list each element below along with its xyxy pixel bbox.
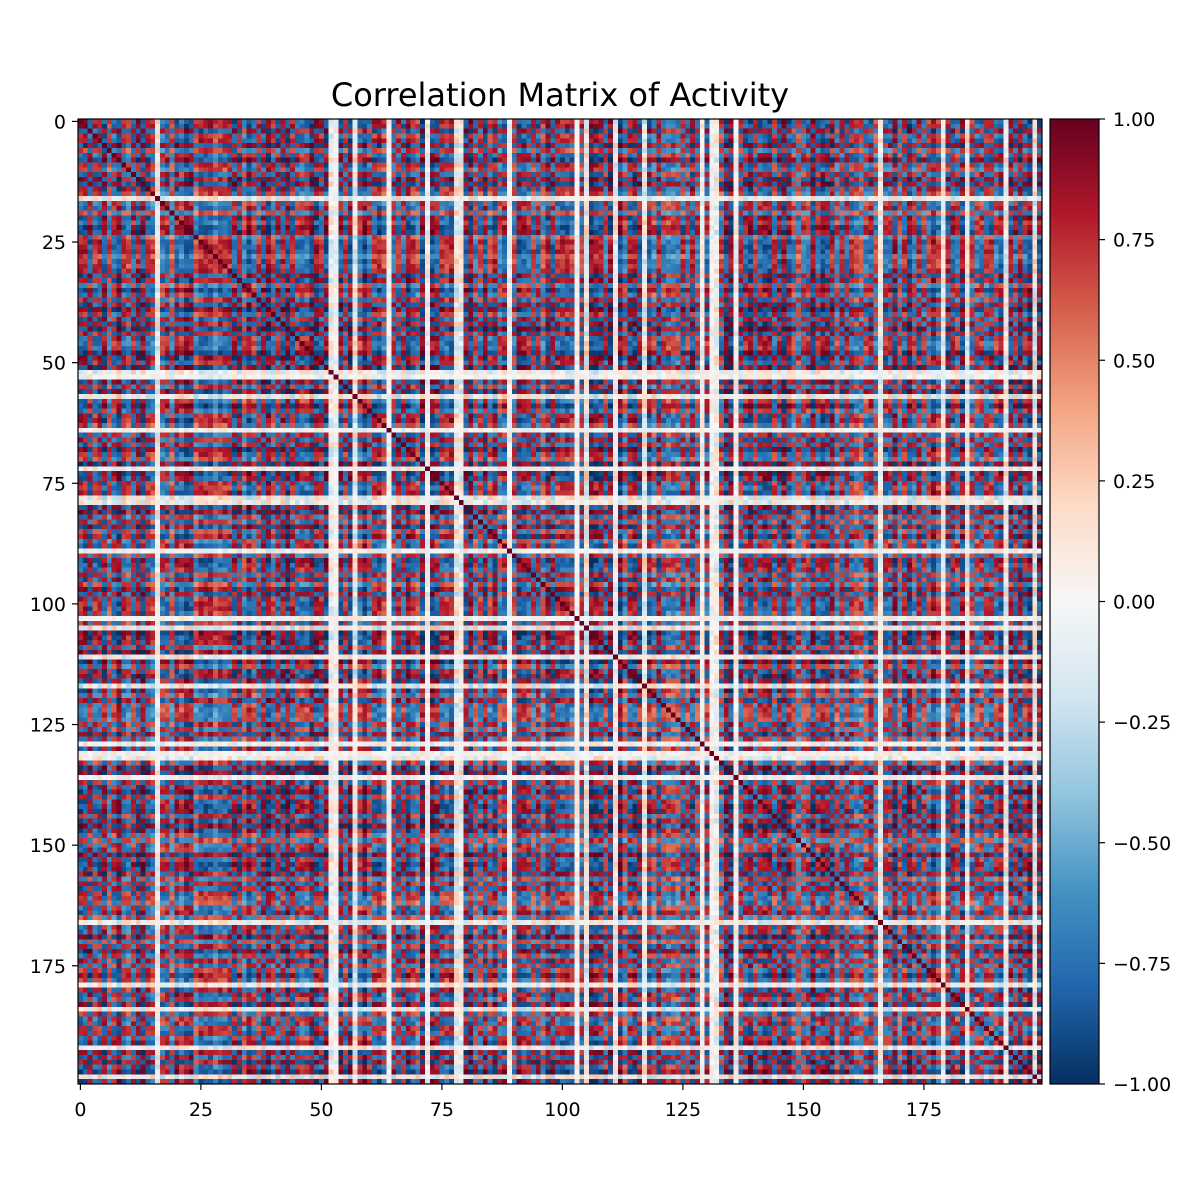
x-tick-label: 125	[665, 1099, 701, 1121]
x-tick-label: 50	[309, 1099, 333, 1121]
y-tick-label: 100	[30, 594, 66, 616]
heatmap-frame	[77, 118, 1043, 1085]
x-tick-label: 0	[74, 1099, 86, 1121]
colorbar-tick-label: −0.50	[1113, 833, 1171, 855]
x-axis: 0 25 50 75 100 125 150 175	[74, 1084, 942, 1121]
y-tick-label: 0	[54, 111, 66, 133]
y-tick-label: 50	[42, 353, 66, 375]
x-tick-label: 150	[785, 1099, 821, 1121]
y-tick-label: 75	[42, 473, 66, 495]
y-tick-label: 25	[42, 232, 66, 254]
x-tick-label: 100	[544, 1099, 580, 1121]
colorbar-tick-label: 0.25	[1113, 471, 1155, 493]
colorbar-tick-label: −0.75	[1113, 953, 1171, 975]
colorbar-tick-label: 0.50	[1113, 350, 1155, 372]
colorbar-tick-label: 0.75	[1113, 230, 1155, 252]
y-tick-label: 150	[30, 835, 66, 857]
colorbar-tick-label: 0.00	[1113, 592, 1155, 614]
x-tick-label: 175	[906, 1099, 942, 1121]
y-axis: 0 25 50 75 100 125 150 175	[30, 111, 78, 978]
x-tick-label: 25	[189, 1099, 213, 1121]
colorbar-axis: 1.00 0.75 0.50 0.25 0.00 −0.25 −0.50 −0.75 −1.00	[1099, 109, 1171, 1096]
y-tick-label: 175	[30, 956, 66, 978]
colorbar-tick-label: −1.00	[1113, 1074, 1171, 1096]
chart-title: Correlation Matrix of Activity	[331, 76, 789, 114]
heatmap-cells	[78, 119, 1042, 1084]
y-tick-label: 125	[30, 715, 66, 737]
x-tick-label: 75	[430, 1099, 454, 1121]
colorbar-tick-label: 1.00	[1113, 109, 1155, 131]
colorbar-tick-label: −0.25	[1113, 712, 1171, 734]
colorbar	[1049, 118, 1100, 1085]
